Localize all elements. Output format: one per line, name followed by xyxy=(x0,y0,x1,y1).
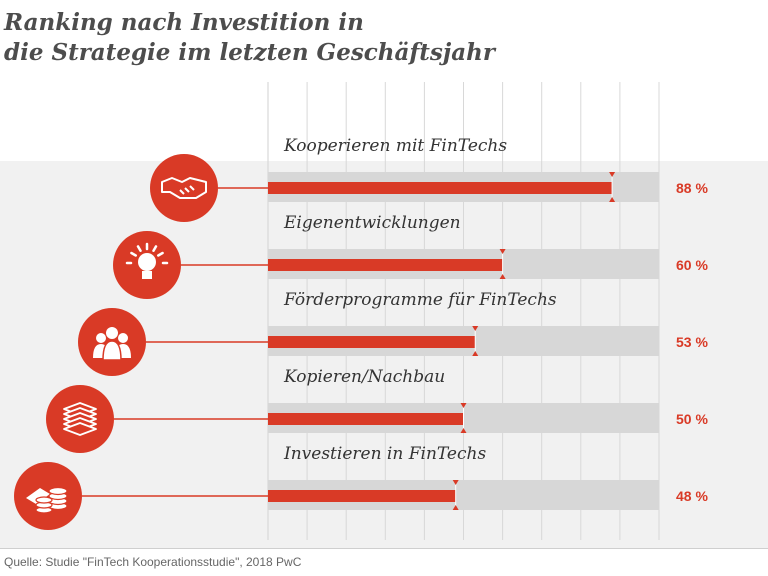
bar-end-tick-top xyxy=(609,172,616,177)
bar-end-tick-top xyxy=(460,403,467,408)
people-icon xyxy=(78,308,146,376)
gridlines xyxy=(267,82,660,540)
chart-title-line-1: Ranking nach Investition in xyxy=(4,9,364,36)
bar-end-tick-top xyxy=(452,480,459,485)
bar xyxy=(268,259,503,271)
footer-divider xyxy=(0,548,768,549)
bar-category-label: Eigenentwicklungen xyxy=(283,213,461,233)
handshake-icon xyxy=(150,154,218,222)
bar-end-tick-bottom xyxy=(472,351,479,356)
bar-category-label: Kopieren/Nachbau xyxy=(283,367,445,387)
bar xyxy=(268,413,464,425)
bar-end-tick-bottom xyxy=(452,505,459,510)
bar-row: Kooperieren mit FinTechs 88 % xyxy=(150,136,708,222)
bar xyxy=(268,336,476,348)
bar-category-label: Förderprogramme für FinTechs xyxy=(283,290,557,310)
bar-row: Investieren in FinTechs 48 % xyxy=(14,444,708,530)
chart-title: Ranking nach Investition in die Strategi… xyxy=(4,8,495,68)
coins-icon xyxy=(14,462,82,530)
bar-row: Förderprogramme für FinTechs 53 % xyxy=(78,290,708,376)
bar-end-tick-bottom xyxy=(609,197,616,202)
lightbulb-icon xyxy=(113,231,181,299)
bar-end-tick-bottom xyxy=(499,274,506,279)
bar-category-label: Kooperieren mit FinTechs xyxy=(283,136,507,156)
stack-icon xyxy=(46,385,114,453)
bar-end-tick-bottom xyxy=(460,428,467,433)
chart-title-line-2: die Strategie im letzten Geschäftsjahr xyxy=(4,39,495,66)
bar-value-label: 53 % xyxy=(676,334,708,350)
bar-value-label: 48 % xyxy=(676,488,708,504)
bar-end-tick-top xyxy=(499,249,506,254)
bar-value-label: 60 % xyxy=(676,257,708,273)
bar-category-label: Investieren in FinTechs xyxy=(283,444,486,464)
bar-value-label: 50 % xyxy=(676,411,708,427)
bar xyxy=(268,182,613,194)
bar-end-tick-top xyxy=(472,326,479,331)
source-note: Quelle: Studie "FinTech Kooperationsstud… xyxy=(4,555,302,569)
bar-value-label: 88 % xyxy=(676,180,708,196)
bar-row: Eigenentwicklungen 60 % xyxy=(113,213,708,299)
bar xyxy=(268,490,456,502)
bar-rows: Kooperieren mit FinTechs 88 % Eigenentwick… xyxy=(14,136,708,530)
bar-row: Kopieren/Nachbau 50 % xyxy=(46,367,708,453)
